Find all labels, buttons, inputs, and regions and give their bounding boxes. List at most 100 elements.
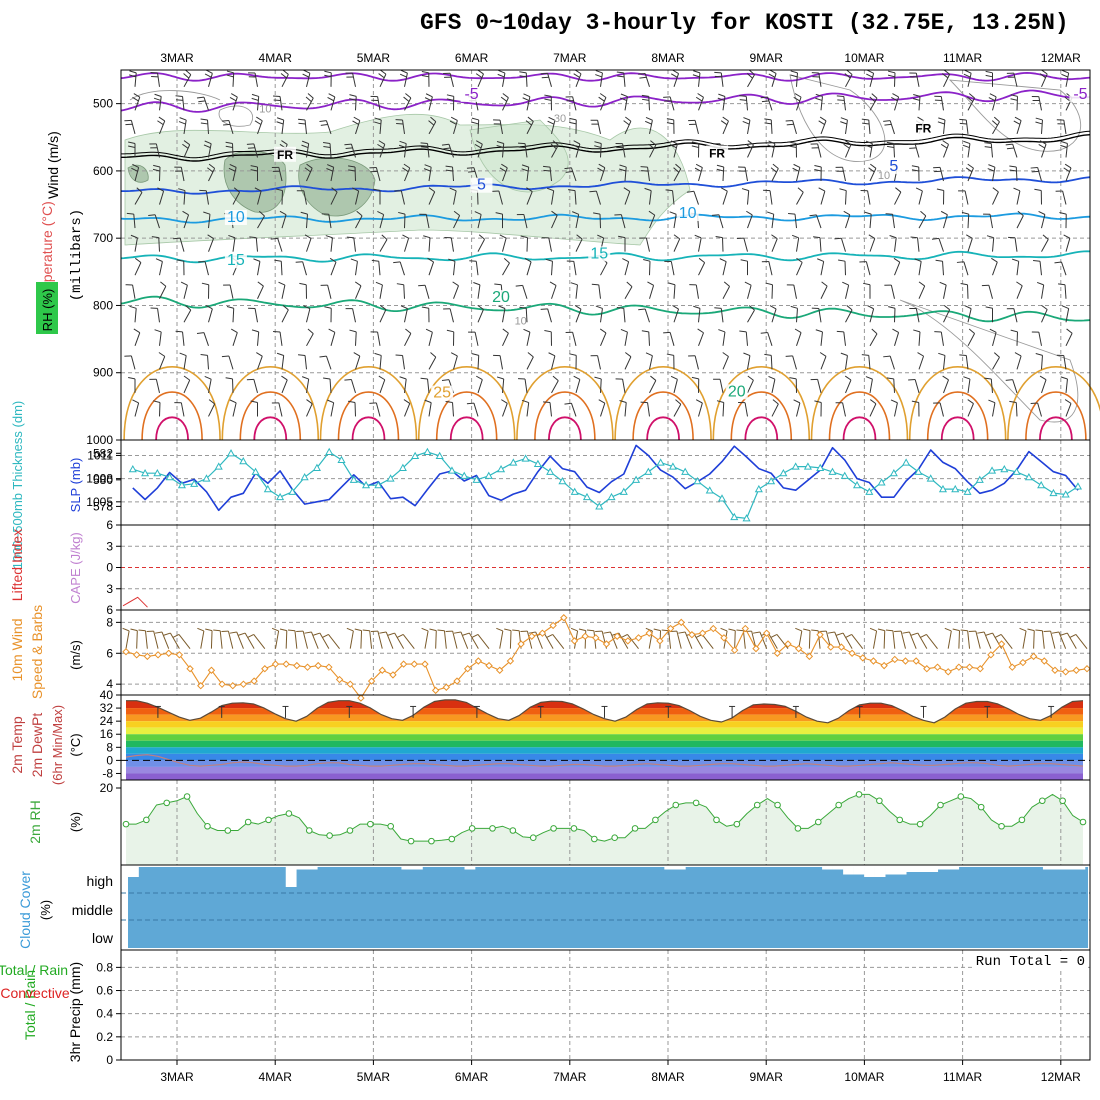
upper-wind-barb-flag — [520, 235, 528, 239]
rh2m-point — [814, 818, 822, 826]
upper-wind-barb-staff — [939, 167, 944, 182]
isotherm-35 — [351, 416, 386, 441]
isotherm-30 — [730, 391, 793, 441]
upper-wind-barb — [988, 399, 996, 417]
upper-wind-barb — [179, 352, 187, 370]
upper-wind-barb-staff — [330, 191, 338, 205]
upper-wind-barb — [714, 71, 724, 87]
upper-wind-barb-flag — [420, 142, 428, 145]
upper-wind-barb — [129, 305, 137, 323]
upper-wind-barb-staff — [673, 308, 680, 323]
wind10-barb-flag — [546, 634, 553, 638]
upper-wind-barb-staff — [498, 190, 503, 205]
upper-wind-barb — [697, 328, 704, 346]
isotherm-35 — [253, 416, 288, 441]
upper-wind-barb — [424, 399, 432, 417]
wind10-barb-flag — [570, 627, 578, 632]
upper-wind-barb-flag — [399, 376, 407, 380]
upper-wind-barb-flag — [129, 305, 137, 309]
isotherm-label-bg — [882, 158, 905, 174]
wind10-speed-point — [1061, 668, 1070, 676]
upper-wind-barb — [523, 328, 531, 346]
upper-wind-barb-staff — [526, 96, 531, 111]
upper-wind-barb — [399, 69, 408, 87]
upper-wind-barb — [125, 284, 136, 299]
upper-wind-barb-staff — [722, 286, 731, 299]
wind10-speed-point — [688, 631, 696, 639]
wind10-barb-staff — [1066, 632, 1077, 649]
upper-wind-barb-flag — [398, 144, 406, 149]
upper-wind-barb — [869, 93, 878, 111]
upper-wind-barb-flag — [892, 93, 899, 98]
upper-wind-barb-staff — [967, 97, 976, 111]
upper-wind-barb — [428, 187, 436, 205]
upper-wind-barb — [961, 211, 970, 229]
upper-wind-barb-staff — [575, 309, 582, 323]
upper-wind-barb-flag — [1010, 94, 1018, 97]
upper-wind-barb — [565, 331, 577, 346]
upper-wind-barb-flag — [864, 211, 872, 215]
upper-wind-barb-staff — [943, 214, 948, 229]
cloud-high-bar — [664, 867, 676, 870]
upper-wind-barb-staff — [208, 73, 213, 87]
upper-wind-barb-flag — [912, 98, 920, 101]
upper-wind-barb-flag — [428, 187, 435, 193]
top-date-label: 3MAR — [160, 51, 194, 65]
upper-wind-barb-staff — [747, 74, 755, 88]
upper-wind-barb — [839, 188, 847, 205]
upper-wind-barb-flag — [498, 305, 506, 309]
upper-wind-barb-flag — [785, 355, 793, 357]
upper-wind-barb — [889, 235, 897, 252]
upper-wind-barb — [574, 304, 582, 323]
wind10-barb-staff — [1000, 634, 1013, 649]
upper-wind-barb-staff — [183, 74, 192, 88]
upper-wind-barb — [722, 281, 731, 299]
upper-wind-barb-flag — [963, 73, 971, 78]
upper-wind-barb-staff — [330, 167, 335, 182]
upper-wind-barb — [540, 72, 552, 87]
upper-wind-barb-staff — [205, 190, 209, 205]
upper-wind-barb-flag — [298, 122, 306, 125]
upper-wind-barb-flag — [477, 304, 484, 310]
upper-wind-barb-flag — [200, 353, 208, 356]
upper-wind-barb-staff — [428, 356, 437, 370]
upper-wind-barb-staff — [575, 238, 583, 252]
upper-wind-barb-flag — [477, 69, 484, 75]
upper-wind-barb-flag — [295, 261, 303, 263]
upper-wind-barb-staff — [865, 261, 871, 276]
wind10-speed-point — [165, 649, 173, 657]
upper-wind-barb-staff — [624, 167, 627, 182]
upper-wind-barb — [1010, 329, 1018, 346]
upper-wind-barb-flag — [792, 167, 800, 172]
upper-wind-barb-flag — [814, 168, 822, 172]
upper-wind-barb — [595, 305, 603, 323]
upper-wind-barb — [524, 257, 532, 276]
upper-wind-barb-flag — [544, 98, 552, 101]
upper-wind-barb — [273, 95, 283, 111]
upper-wind-barb-staff — [893, 143, 895, 158]
upper-wind-barb-staff — [232, 167, 237, 182]
isotherm-25 — [123, 366, 221, 441]
upper-wind-barb — [885, 213, 895, 229]
upper-wind-barb-flag — [196, 332, 205, 334]
upper-wind-barb — [428, 352, 437, 370]
temp2m-tick-label: 8 — [106, 740, 113, 754]
upper-wind-barb — [159, 281, 167, 299]
wind10-speed-point — [645, 629, 653, 637]
upper-wind-barb-staff — [1016, 215, 1024, 229]
upper-wind-barb — [624, 352, 632, 370]
upper-wind-barb-flag — [716, 164, 724, 168]
upper-wind-barb-flag — [796, 257, 803, 263]
upper-wind-barb — [1016, 281, 1023, 299]
upper-wind-barb-staff — [253, 143, 258, 158]
upper-wind-barb-flag — [257, 281, 264, 287]
upper-wind-barb-staff — [744, 167, 748, 182]
upper-wind-barb-staff — [281, 379, 288, 394]
upper-wind-barb-staff — [155, 379, 160, 394]
wind10-barb — [736, 629, 746, 649]
upper-wind-barb-flag — [622, 258, 629, 263]
upper-wind-barb-flag — [984, 142, 992, 145]
upper-wind-barb-staff — [355, 120, 361, 135]
upper-wind-barb-flag — [544, 94, 552, 97]
wind10-barb — [296, 630, 309, 649]
